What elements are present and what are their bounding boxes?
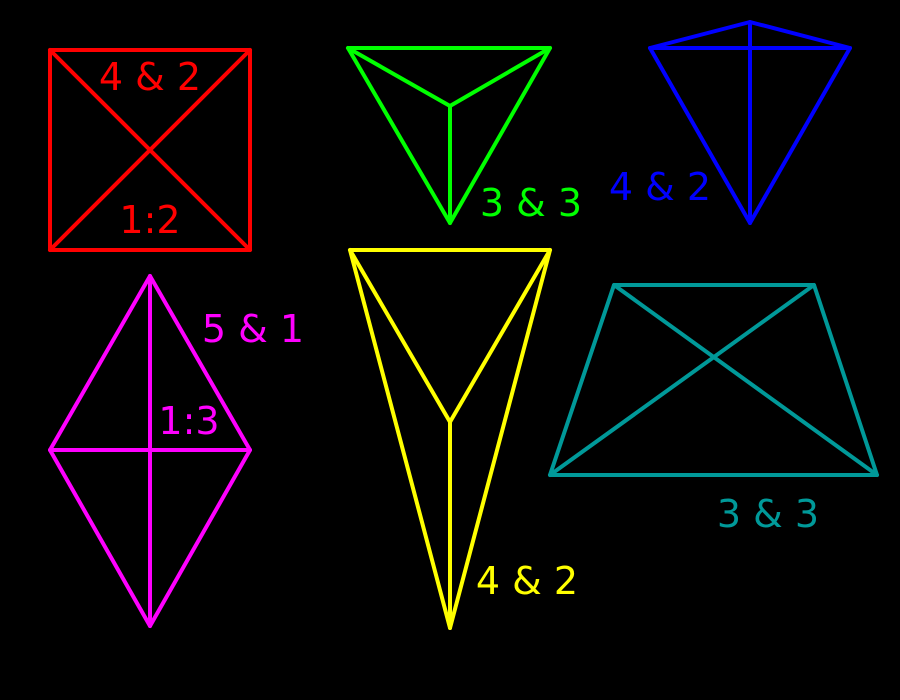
teal-trapezoid-group: 3 & 3 [548,283,879,536]
yellow-dart-label: 4 & 2 [476,559,578,603]
teal-trapezoid-label: 3 & 3 [717,492,819,536]
teal-trapezoid-diagonals [548,283,879,477]
red-square-diagonals [48,48,252,252]
blue-kite-group: 4 & 2 [609,20,852,225]
yellow-dart-group: 4 & 2 [348,248,578,630]
blue-kite-diagonals [648,20,852,225]
green-triangle-outline [346,46,552,225]
blue-kite-label: 4 & 2 [609,165,711,209]
green-triangle-group: 3 & 3 [346,46,582,225]
magenta-rhombus-group: 5 & 1 1:3 [48,274,304,628]
yellow-dart-inner-lines [348,248,552,630]
red-square-label-bottom: 1:2 [119,198,180,242]
teal-trapezoid-outline [548,283,879,477]
magenta-rhombus-label-inner: 1:3 [158,399,219,443]
yellow-dart-outline [348,248,552,630]
red-square-label-top: 4 & 2 [99,55,201,99]
green-triangle-medians [346,46,552,225]
red-square-group: 4 & 2 1:2 [48,48,252,252]
magenta-rhombus-label-outer: 5 & 1 [202,307,304,351]
green-triangle-label: 3 & 3 [480,181,582,225]
magenta-rhombus-diagonals [48,274,252,628]
